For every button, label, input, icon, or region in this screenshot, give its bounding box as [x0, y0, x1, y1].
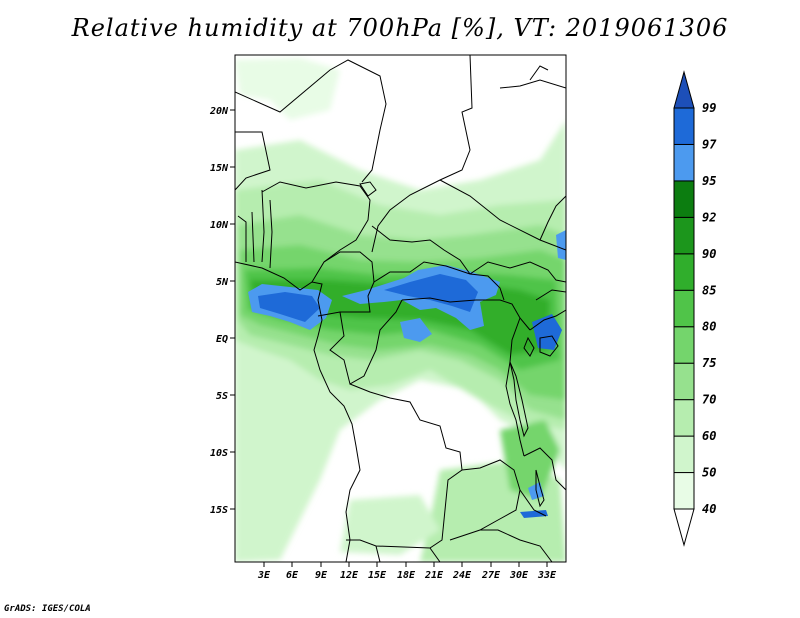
lon-label-21e: 21E	[424, 570, 444, 581]
humidity-band-40	[235, 58, 340, 120]
map-title: Relative humidity at 700hPa [%], VT: 201…	[71, 14, 729, 42]
lat-label-5n: 5N	[216, 277, 229, 288]
lake-malawi	[535, 469, 545, 508]
border-botswana	[375, 545, 441, 562]
border-ethiopia	[539, 195, 566, 241]
border-congo	[329, 299, 403, 385]
colorbar-swatch-90-92	[673, 216, 695, 255]
lon-label-30e: 30E	[509, 570, 529, 581]
lon-label-18e: 18E	[397, 570, 416, 581]
humidity-core-central-99	[384, 274, 478, 312]
lon-label-6e: 6E	[286, 570, 299, 581]
border-east-africa	[529, 289, 566, 331]
humidity-core-congo	[400, 318, 432, 342]
map-frame	[234, 54, 567, 563]
colorbar-label-60: 60	[702, 429, 716, 443]
map-plot-area	[235, 55, 566, 562]
colorbar-swatch-75-80	[673, 326, 695, 364]
border-benin-togo	[261, 189, 273, 269]
colorbar-label-75: 75	[702, 356, 716, 370]
border-drc-north	[401, 297, 531, 331]
lat-label-eq: EQ	[216, 334, 228, 345]
border-car	[373, 261, 505, 301]
humidity-core-southeast	[520, 510, 548, 518]
colorbar-swatch-below	[673, 508, 695, 547]
country-boundaries	[235, 55, 566, 562]
colorbar-label-50: 50	[702, 466, 716, 480]
border-nigeria	[261, 181, 371, 283]
lon-label-24e: 24E	[452, 570, 472, 581]
colorbar-swatch-85-90	[673, 253, 695, 291]
colorbar-swatch-60-70	[673, 399, 695, 437]
lat-label-5s: 5S	[216, 391, 228, 402]
colorbar-label-85: 85	[702, 283, 716, 297]
lon-label-15e: 15E	[368, 570, 387, 581]
lake-victoria	[539, 335, 559, 357]
lake-albert	[523, 336, 535, 357]
lake-tanganyika	[509, 361, 529, 438]
lake-chad	[359, 181, 377, 197]
humidity-patch-southeast	[500, 420, 560, 500]
longitude-axis: 3E 6E 9E 12E 15E 18E 21E 24E 27E 30E 33E	[257, 562, 557, 581]
border-angola	[346, 383, 463, 549]
humidity-core-east-rim	[556, 230, 566, 260]
border-drc-east	[505, 317, 525, 457]
colorbar-swatch-95-97	[673, 143, 695, 182]
humidity-cores	[248, 230, 566, 518]
colorbar-label-40: 40	[702, 502, 716, 516]
border-sahara	[235, 59, 387, 183]
colorbar-label-95: 95	[702, 174, 716, 188]
humidity-core-west-99	[258, 292, 320, 322]
lon-label-27e: 27E	[481, 570, 501, 581]
border-sudan	[439, 179, 566, 251]
border-ghana	[237, 211, 255, 263]
lat-label-15n: 15N	[210, 163, 229, 174]
colorbar-swatch-50-60	[673, 435, 695, 474]
colorbar-label-92: 92	[702, 210, 716, 224]
grads-credit: GrADS: IGES/COLA	[4, 604, 91, 614]
lat-label-10s: 10S	[210, 448, 228, 459]
humidity-patch-south-light	[340, 495, 440, 555]
colorbar-label-70: 70	[702, 393, 716, 407]
lon-label-33e: 33E	[537, 570, 557, 581]
red-sea-coast	[499, 65, 566, 89]
colorbar-swatch-92-95	[673, 180, 695, 218]
colorbar-swatch-70-75	[673, 362, 695, 401]
colorbar-swatch-80-85	[673, 289, 695, 328]
lon-label-12e: 12E	[340, 570, 359, 581]
border-south-sudan	[469, 261, 566, 283]
colorbar-label-97: 97	[702, 137, 717, 151]
lon-label-9e: 9E	[315, 570, 328, 581]
latitude-axis: 20N 15N 10N 5N EQ 5S 10S 15S	[209, 106, 235, 516]
colorbar-label-80: 80	[702, 320, 716, 334]
colorbar-swatch-40-50	[673, 472, 695, 510]
colorbar-label-90: 90	[702, 247, 716, 261]
border-tanzania-mozambique	[519, 447, 566, 517]
colorbar-swatch-above	[673, 70, 695, 109]
border-zimbabwe	[480, 529, 553, 562]
colorbar: 40 50 60 70 75 80 85 90 92 95 97 99	[673, 70, 717, 547]
coastline-west-africa	[235, 261, 361, 562]
lat-label-10n: 10N	[210, 220, 229, 231]
colorbar-label-99: 99	[702, 101, 716, 115]
lon-label-3e: 3E	[257, 570, 271, 581]
colorbar-swatch-97-99	[673, 107, 695, 145]
lat-label-20n: 20N	[209, 106, 229, 117]
border-libya-egypt	[371, 55, 473, 253]
lat-label-15s: 15S	[210, 505, 228, 516]
border-chad	[371, 225, 471, 275]
border-sahel-west	[235, 131, 271, 191]
